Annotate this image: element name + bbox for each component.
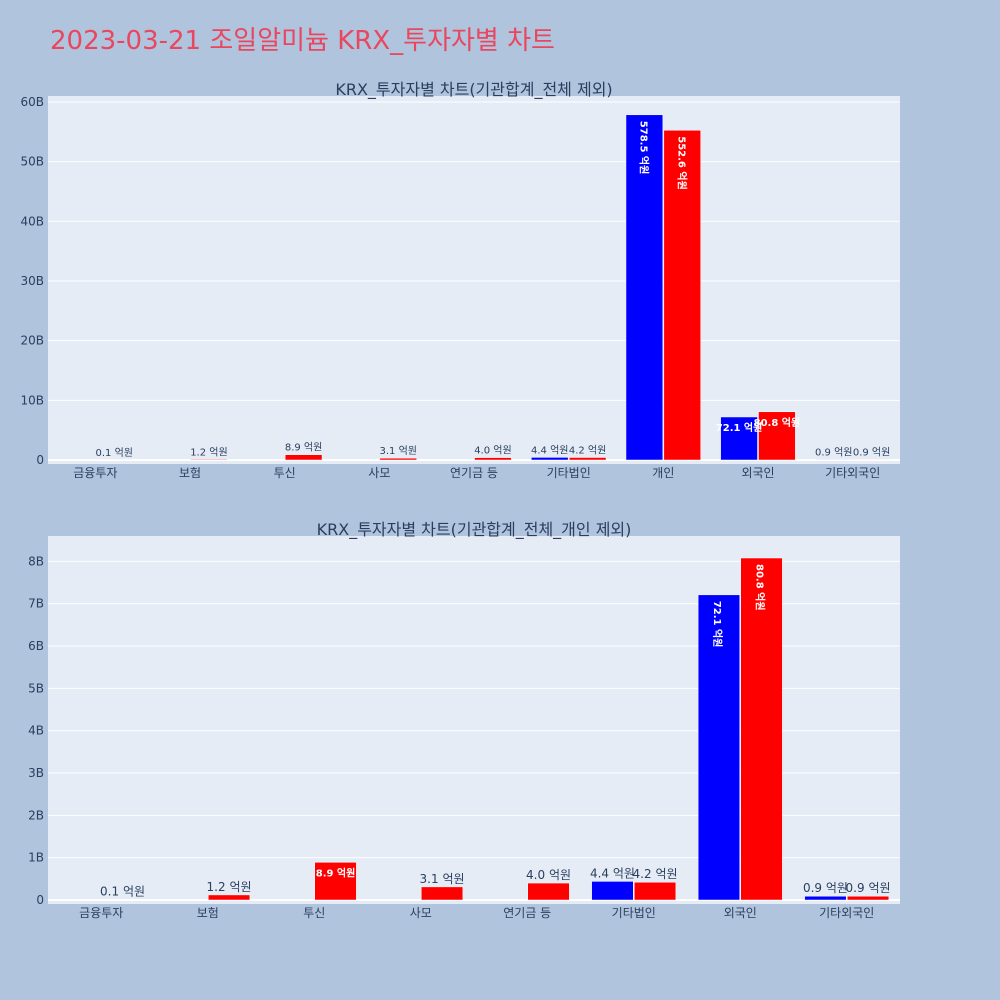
bar [847,895,890,901]
y-tick-label: 8B [28,554,44,568]
y-tick-label: 50B [20,155,44,169]
x-tick-label: 사모 [410,906,432,920]
x-tick-label: 연기금 등 [503,906,551,920]
x-tick-label: 금융투자 [73,466,117,480]
y-tick-label: 0 [36,453,44,467]
y-tick-label: 40B [20,214,44,228]
bar-label: 4.4 억원 [590,866,635,880]
x-axis: 금융투자 보험 투신 사모 연기금 등 기타법인 외국인 기타외국인 [79,906,874,920]
x-tick-label: 기타외국인 [819,906,874,920]
bar-label: 0.9 억원 [846,881,891,895]
page-title: 2023-03-21 조일알미늄 KRX_투자자별 차트 [50,26,555,56]
bar-labels: 0.1 억원 1.2 억원 8.9 억원 3.1 억원 4.0 억원 4.4 억원4.2 … [100,564,890,899]
y-tick-label: 5B [28,681,44,695]
bar-label: 0.1 억원 [96,447,133,459]
y-tick-label: 20B [20,334,44,348]
x-tick-label: 개인 [652,466,674,480]
chart-institution-individual-excluded: KRX_투자자별 차트(기관합계_전체_개인 제외) 0 1B 2B 3B 4B 5B 6B… [28,520,900,920]
bar-label: 72.1 억원 [716,421,763,434]
y-axis: 0 1B 2B 3B 4B 5B 6B 7B 8B [28,554,44,907]
x-tick-label: 연기금 등 [450,466,498,480]
bar-label: 3.1 억원 [380,445,417,457]
bar [740,557,783,901]
bar [852,459,891,461]
bar-label: 1.2 억원 [207,880,252,894]
bar-label: 8.9 억원 [285,442,322,454]
bar [568,457,607,461]
bar [284,454,323,461]
x-tick-label: 외국인 [724,906,757,920]
x-axis: 금융투자 보험 투신 사모 연기금 등 기타법인 개인 외국인 기타외국인 [73,466,880,480]
y-tick-label: 1B [28,851,44,865]
bar-label: 8.9 억원 [316,866,356,879]
bar-label: 72.1 억원 [711,601,724,648]
bars [101,557,890,901]
bar-label: 80.8 억원 [754,416,801,429]
x-tick-label: 금융투자 [79,906,123,920]
x-tick-label: 투신 [303,906,325,920]
bar [663,130,701,461]
x-tick-label: 사모 [368,466,390,480]
y-tick-label: 4B [28,724,44,738]
y-tick-label: 30B [20,274,44,288]
bar-label: 4.2 억원 [569,444,606,456]
bar-label: 4.0 억원 [526,868,571,882]
plot-area [48,96,900,464]
y-axis: 0 10B 20B 30B 40B 50B 60B [20,95,44,467]
x-tick-label: 기타법인 [547,466,591,480]
bar [625,114,664,461]
bar [758,411,796,461]
bar [720,416,758,461]
bar [208,894,251,901]
bar [474,457,512,461]
subplot-title: KRX_투자자별 차트(기관합계_전체_개인 제외) [317,520,632,540]
y-tick-label: 6B [28,639,44,653]
bar-label: 1.2 억원 [190,446,227,458]
bar-label: 4.2 억원 [633,867,678,881]
bar-label: 552.6 억원 [675,136,688,190]
y-tick-label: 2B [28,808,44,822]
subplot-title: KRX_투자자별 차트(기관합계_전체 제외) [335,80,612,100]
bar [804,895,847,901]
x-tick-label: 기타법인 [612,906,656,920]
bar [527,882,570,901]
y-tick-label: 10B [20,393,44,407]
bar [591,881,634,901]
bar [815,459,853,461]
bar-label: 3.1 억원 [420,872,465,886]
x-tick-label: 투신 [274,466,296,480]
bar [190,459,228,461]
bar-label: 4.0 억원 [474,445,511,457]
bar-label: 578.5 억원 [637,121,650,175]
bars [95,114,891,461]
bar-label: 80.8 억원 [754,564,767,611]
x-tick-label: 기타외국인 [825,466,880,480]
bar [531,457,569,461]
x-tick-label: 외국인 [741,466,774,480]
y-tick-label: 60B [20,95,44,109]
bar-label: 0.9 억원 [803,881,848,895]
bar-label: 0.9 억원 [815,446,852,458]
bar [421,886,464,901]
bar [697,594,741,901]
bar [379,457,417,461]
x-tick-label: 보험 [197,906,219,920]
bar [634,881,677,901]
bar [314,862,357,901]
bar-label: 0.9 억원 [853,446,890,458]
y-tick-label: 3B [28,766,44,780]
bar-label: 0.1 억원 [100,885,145,899]
x-tick-label: 보험 [179,466,201,480]
bar-label: 4.4 억원 [531,444,568,456]
y-gridlines [48,101,900,461]
y-tick-label: 7B [28,597,44,611]
y-tick-label: 0 [36,893,44,907]
chart-institution-excluded: KRX_투자자별 차트(기관합계_전체 제외) 0 10B 20B 30B 40B 50B… [20,80,900,480]
